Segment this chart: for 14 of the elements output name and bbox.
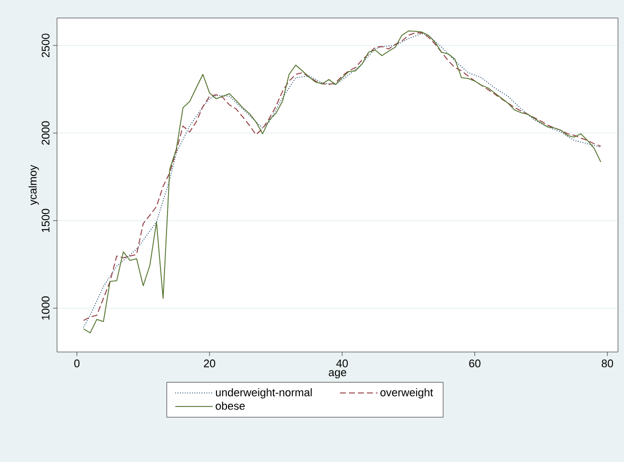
- y-tick-label: 2000: [42, 121, 50, 145]
- x-tick-label: 40: [336, 360, 348, 368]
- x-tick-label: 60: [469, 360, 480, 368]
- legend-label: underweight-normal: [216, 388, 312, 398]
- legend-label: obese: [216, 402, 245, 410]
- y-tick-label: 1500: [42, 208, 50, 232]
- y-tick-label: 2500: [42, 34, 50, 58]
- y-axis-title: ycalmoy: [28, 164, 39, 206]
- x-tick-label: 0: [74, 360, 80, 368]
- legend-label: overweight: [380, 388, 434, 398]
- x-tick-label: 20: [204, 360, 216, 368]
- y-tick-label: 1000: [42, 296, 50, 320]
- x-tick-label: 80: [602, 360, 614, 368]
- x-axis-title: age: [328, 370, 346, 378]
